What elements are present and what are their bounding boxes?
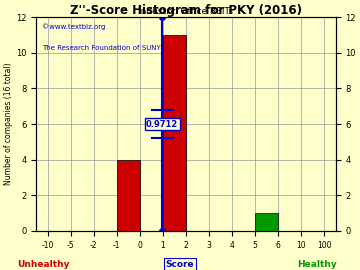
Bar <box>255 213 278 231</box>
Text: Industry: Office REITs: Industry: Office REITs <box>138 7 233 16</box>
Bar <box>163 35 186 231</box>
Y-axis label: Number of companies (16 total): Number of companies (16 total) <box>4 63 13 185</box>
Bar <box>117 160 140 231</box>
Text: Score: Score <box>166 260 194 269</box>
Text: 0.9712: 0.9712 <box>146 120 178 129</box>
Text: ©www.textbiz.org: ©www.textbiz.org <box>42 23 105 30</box>
Text: The Research Foundation of SUNY: The Research Foundation of SUNY <box>42 45 161 51</box>
Text: Healthy: Healthy <box>297 260 337 269</box>
Title: Z''-Score Histogram for PKY (2016): Z''-Score Histogram for PKY (2016) <box>70 4 302 17</box>
Text: Unhealthy: Unhealthy <box>17 260 69 269</box>
